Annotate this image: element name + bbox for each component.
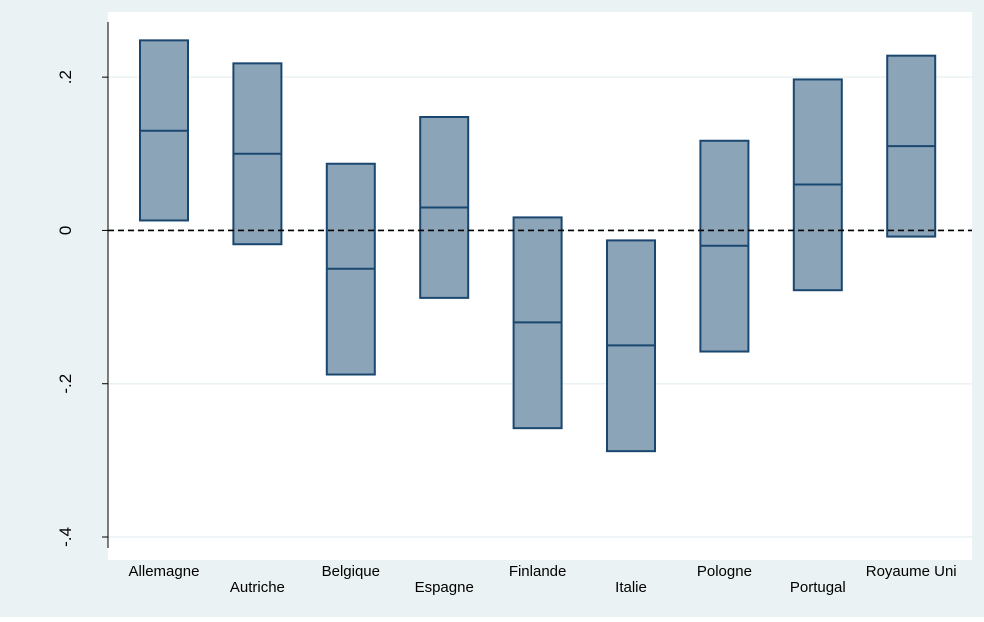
x-tick-label: Belgique xyxy=(322,563,380,580)
x-axis-labels: Allemagne Autriche Belgique Espagne Finlande… xyxy=(129,563,957,596)
y-tick-label: 0 xyxy=(56,226,75,235)
box-allemagne xyxy=(139,39,189,222)
box-italie xyxy=(606,239,656,453)
x-tick-label: Royaume Uni xyxy=(866,563,957,580)
box-espagne xyxy=(419,116,470,299)
x-tick-label: Autriche xyxy=(230,579,285,596)
box-portugal xyxy=(792,78,843,292)
box-belgique xyxy=(325,162,376,376)
y-tick-label: -.2 xyxy=(56,374,75,394)
box-finlande xyxy=(512,216,563,430)
y-axis: .2 0 -.2 -.4 xyxy=(56,22,109,548)
x-tick-label: Allemagne xyxy=(129,563,200,580)
x-tick-label: Italie xyxy=(615,579,647,596)
x-tick-label: Finlande xyxy=(509,563,567,580)
box-royaume-uni xyxy=(886,54,937,238)
boxes xyxy=(139,39,937,453)
x-tick-label: Espagne xyxy=(415,579,474,596)
y-tick-label: .2 xyxy=(56,70,75,84)
x-tick-label: Pologne xyxy=(697,563,752,580)
box-pologne xyxy=(699,139,750,353)
y-tick-label: -.4 xyxy=(56,527,75,547)
x-tick-label: Portugal xyxy=(790,579,846,596)
box-autriche xyxy=(232,62,283,246)
